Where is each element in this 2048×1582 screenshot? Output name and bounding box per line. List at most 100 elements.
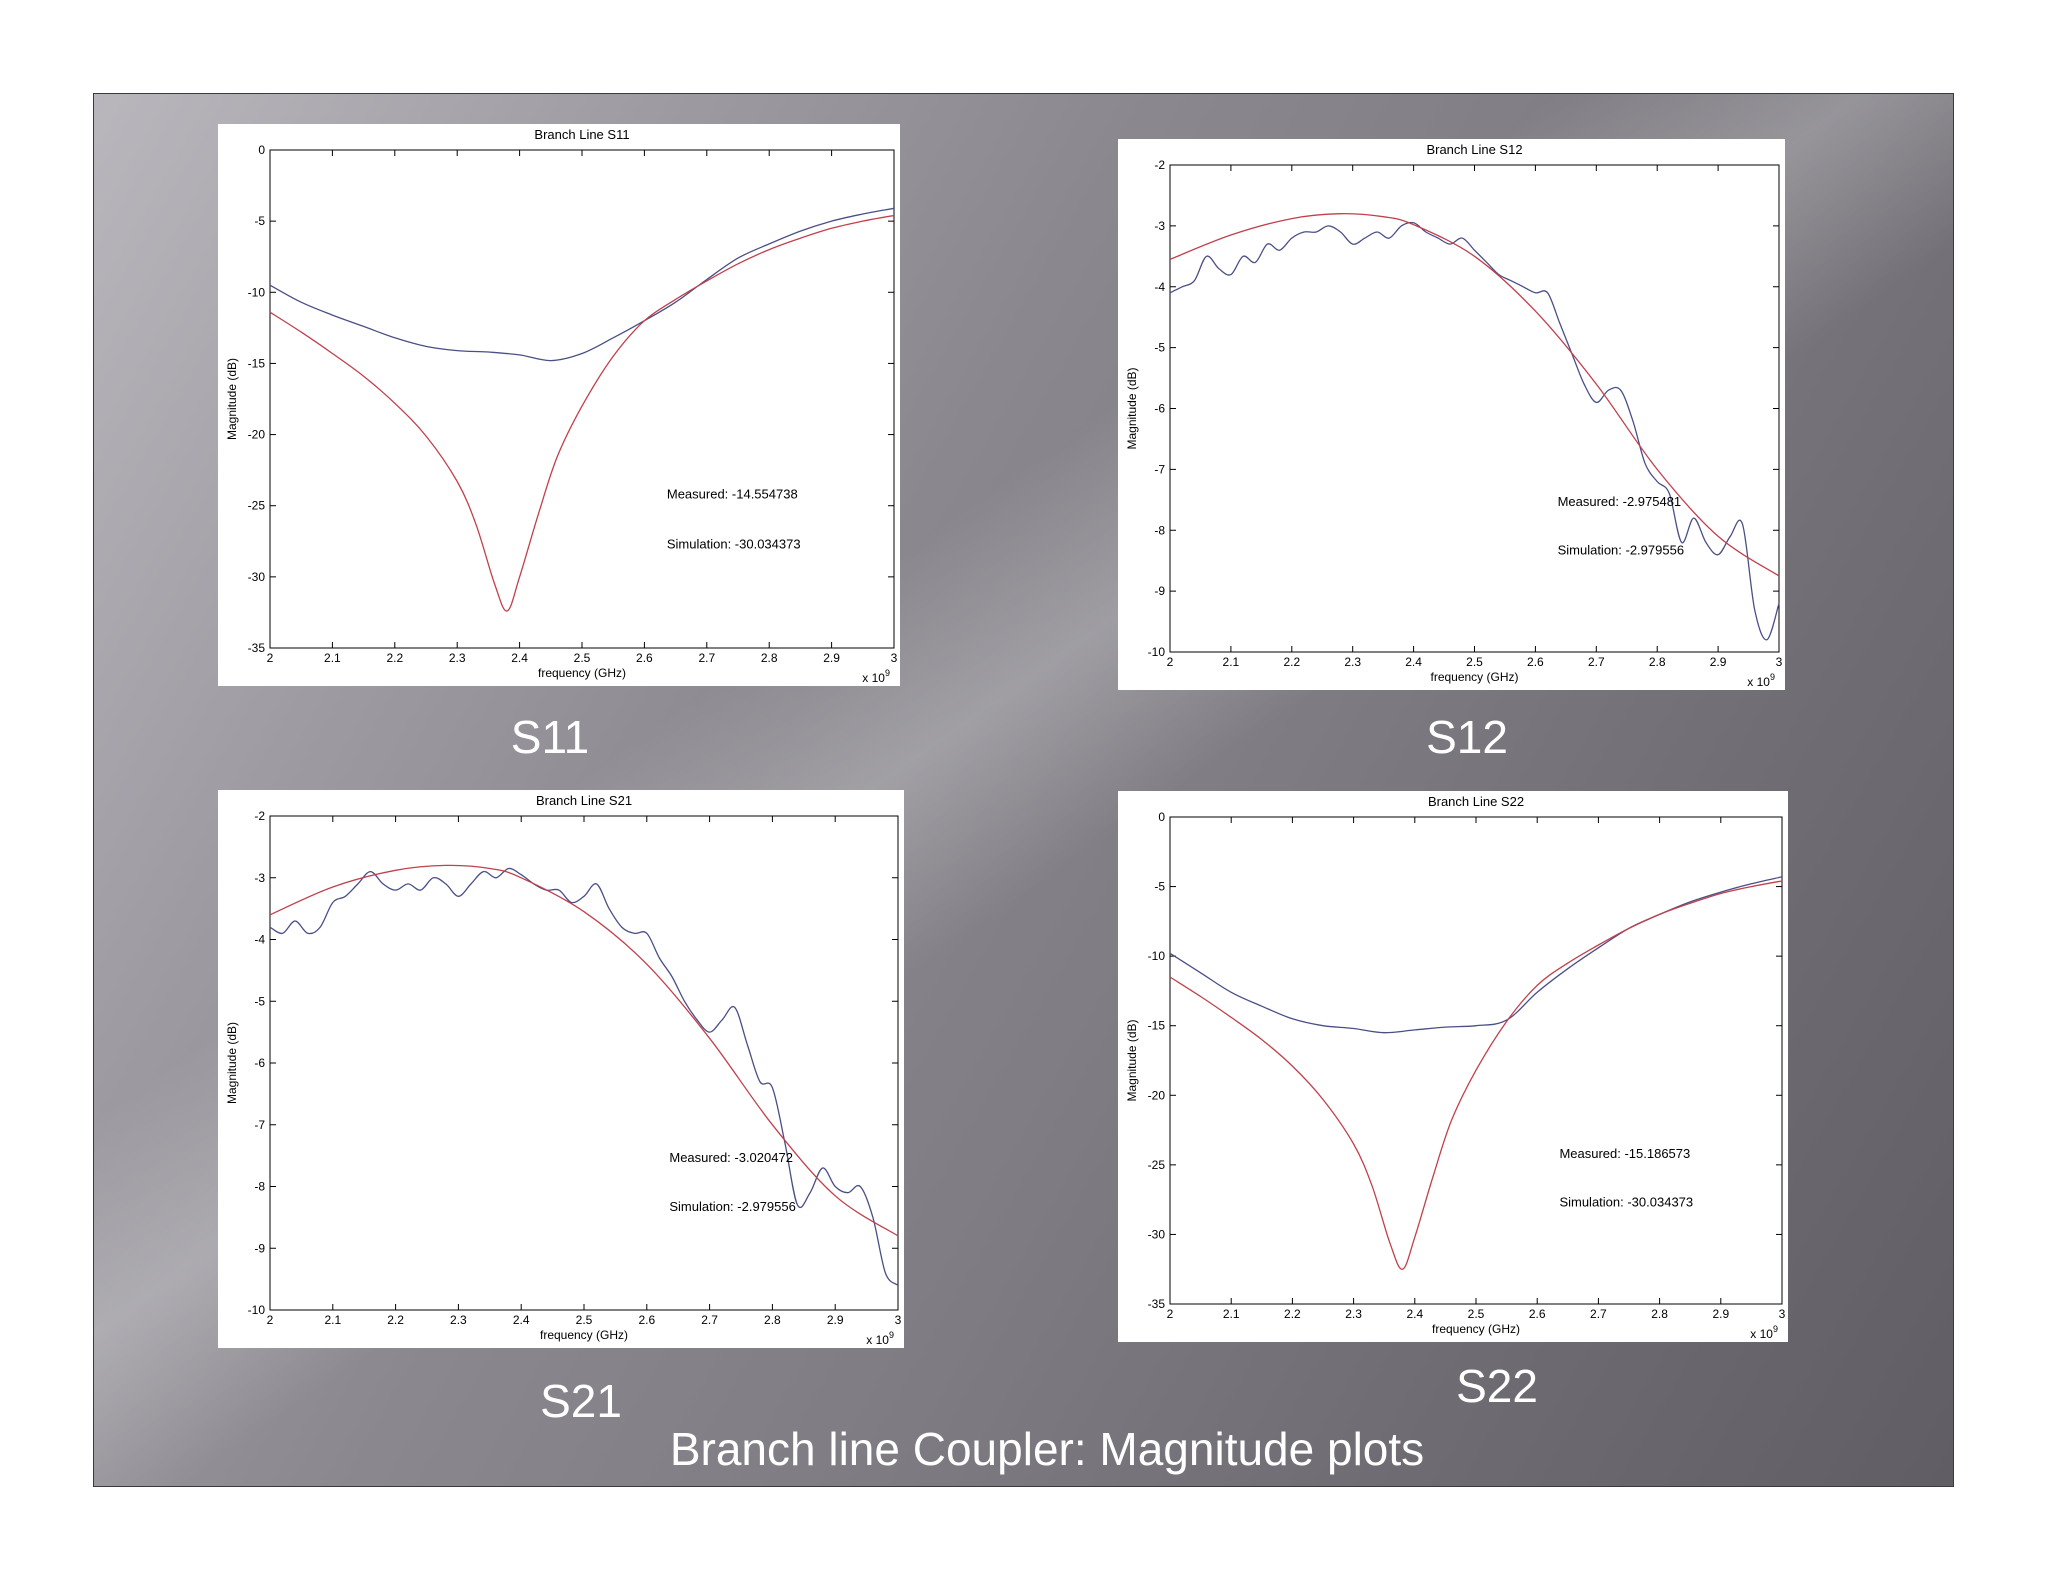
x-axis-label: frequency (GHz) xyxy=(1430,670,1518,684)
x-tick-label: 2.3 xyxy=(1345,1307,1362,1321)
y-tick-label: 0 xyxy=(1158,810,1165,824)
annotation-measured: Measured: -15.186573 xyxy=(1559,1146,1690,1161)
y-tick-label: -30 xyxy=(248,570,266,584)
y-tick-label: -8 xyxy=(254,1180,265,1194)
plot-frame xyxy=(269,815,899,1311)
chart-title-s22: Branch Line S22 xyxy=(1428,794,1524,809)
caption-s12: S12 xyxy=(1426,711,1508,763)
x-tick-label: 2.5 xyxy=(1468,1307,1485,1321)
x-tick-label: 2.3 xyxy=(449,651,466,665)
chart-panel-s22: Branch Line S22 2 2.1 2.2 2.3 2.4 2.5 2.6 2.7 2.8… xyxy=(1118,791,1788,1342)
x-tick-label: 2.6 xyxy=(1527,655,1544,669)
annotation-measured: Measured: -14.554738 xyxy=(667,487,798,502)
chart-s21: Branch Line S21 2 2.1 2.2 2.3 2.4 2.5 2.6 2.7 2.8… xyxy=(225,793,902,1347)
y-tick-label: -4 xyxy=(254,933,265,947)
y-tick-label: -25 xyxy=(1148,1158,1166,1172)
y-tick-label: -20 xyxy=(1148,1088,1166,1102)
caption-s22: S22 xyxy=(1456,1360,1538,1412)
x-tick-label: 2 xyxy=(1167,655,1174,669)
y-tick-label: -5 xyxy=(254,994,265,1008)
x-axis-label: frequency (GHz) xyxy=(540,1328,628,1342)
x-tick-label: 2.7 xyxy=(1590,1307,1607,1321)
x-tick-label: 2.9 xyxy=(1710,655,1727,669)
x-tick-label: 2.8 xyxy=(761,651,778,665)
x-axis-label: frequency (GHz) xyxy=(1432,1322,1520,1336)
x-tick-label: 2.7 xyxy=(698,651,715,665)
x-tick-label: 2.1 xyxy=(1223,655,1240,669)
x-multiplier: x 109 xyxy=(866,1330,894,1347)
x-tick-label: 2.2 xyxy=(387,1313,404,1327)
series-line-simulation xyxy=(269,864,899,1237)
y-tick-label: -5 xyxy=(1154,341,1165,355)
x-tick-label: 2.2 xyxy=(386,651,403,665)
y-tick-label: -30 xyxy=(1148,1227,1166,1241)
x-tick-label: 2.8 xyxy=(764,1313,781,1327)
y-tick-label: -25 xyxy=(248,499,266,513)
annotation-simulation: Simulation: -2.979556 xyxy=(669,1199,795,1214)
chart-panel-s11: Branch Line S11 2 2.1 2.2 2.3 2.4 2.5 2.6 2.7 2.8… xyxy=(218,124,900,686)
x-tick-label: 2.7 xyxy=(1588,655,1605,669)
chart-s11: Branch Line S11 2 2.1 2.2 2.3 2.4 2.5 2.6 2.7 2.8… xyxy=(225,127,898,685)
y-tick-label: -5 xyxy=(254,214,265,228)
y-tick-label: -6 xyxy=(1154,402,1165,416)
series-line-measured xyxy=(269,207,895,362)
x-tick-label: 2.2 xyxy=(1284,1307,1301,1321)
annotation-simulation: Simulation: -30.034373 xyxy=(667,536,801,551)
caption-s21: S21 xyxy=(540,1375,622,1427)
chart-title-s12: Branch Line S12 xyxy=(1426,142,1522,157)
x-tick-label: 2.1 xyxy=(1223,1307,1240,1321)
x-tick-label: 2.9 xyxy=(827,1313,844,1327)
x-tick-label: 2.4 xyxy=(513,1313,530,1327)
x-tick-label: 2 xyxy=(267,1313,274,1327)
y-axis-label: Magnitude (dB) xyxy=(1125,367,1139,449)
chart-panel-s21: Branch Line S21 2 2.1 2.2 2.3 2.4 2.5 2.6 2.7 2.8… xyxy=(218,790,904,1348)
x-tick-label: 2.5 xyxy=(574,651,591,665)
y-tick-label: -20 xyxy=(248,428,266,442)
series-line-measured xyxy=(1169,876,1783,1034)
x-multiplier: x 109 xyxy=(1750,1324,1778,1341)
series-line-simulation xyxy=(1169,880,1783,1270)
x-tick-label: 2.4 xyxy=(1406,1307,1423,1321)
series-line-measured xyxy=(1169,221,1780,641)
y-tick-label: -7 xyxy=(254,1118,265,1132)
chart-s12: Branch Line S12 2 2.1 2.2 2.3 2.4 2.5 2.6 2.7 2.8… xyxy=(1125,142,1783,689)
x-tick-label: 2.5 xyxy=(1466,655,1483,669)
x-tick-label: 2.4 xyxy=(1405,655,1422,669)
x-tick-label: 2.6 xyxy=(1529,1307,1546,1321)
y-tick-label: -5 xyxy=(1154,880,1165,894)
y-axis-label: Magnitude (dB) xyxy=(225,1022,239,1104)
series-line-simulation xyxy=(269,214,895,612)
x-tick-label: 3 xyxy=(1779,1307,1786,1321)
x-tick-label: 3 xyxy=(895,1313,902,1327)
annotation-simulation: Simulation: -30.034373 xyxy=(1559,1195,1693,1210)
y-tick-label: -10 xyxy=(1148,949,1166,963)
x-multiplier: x 109 xyxy=(1747,672,1775,689)
x-tick-label: 2.3 xyxy=(1344,655,1361,669)
x-tick-label: 2.8 xyxy=(1649,655,1666,669)
x-tick-label: 2.4 xyxy=(511,651,528,665)
y-axis-label: Magnitude (dB) xyxy=(1125,1019,1139,1101)
x-tick-label: 2.2 xyxy=(1283,655,1300,669)
x-tick-label: 2.3 xyxy=(450,1313,467,1327)
annotation-simulation: Simulation: -2.979556 xyxy=(1558,543,1684,558)
y-tick-label: -35 xyxy=(1148,1297,1166,1311)
annotation-measured: Measured: -3.020472 xyxy=(669,1150,793,1165)
y-tick-label: -6 xyxy=(254,1056,265,1070)
x-tick-label: 2.9 xyxy=(1712,1307,1729,1321)
y-tick-label: -15 xyxy=(1148,1019,1166,1033)
slide: Branch Line S11 2 2.1 2.2 2.3 2.4 2.5 2.6 2.7 2.8… xyxy=(93,93,1954,1487)
y-tick-label: -2 xyxy=(254,809,265,823)
y-tick-label: -35 xyxy=(248,641,266,655)
chart-panel-s12: Branch Line S12 2 2.1 2.2 2.3 2.4 2.5 2.6 2.7 2.8… xyxy=(1118,139,1785,690)
y-tick-label: -3 xyxy=(1154,219,1165,233)
x-multiplier: x 109 xyxy=(862,668,890,685)
x-tick-label: 2.6 xyxy=(638,1313,655,1327)
y-tick-label: -10 xyxy=(248,285,266,299)
slide-title: Branch line Coupler: Magnitude plots xyxy=(669,1423,1425,1475)
x-tick-label: 2.8 xyxy=(1651,1307,1668,1321)
x-tick-label: 3 xyxy=(1776,655,1783,669)
x-tick-label: 2.1 xyxy=(324,651,341,665)
y-axis-label: Magnitude (dB) xyxy=(225,358,239,440)
caption-s11: S11 xyxy=(510,711,590,763)
x-tick-label: 2.6 xyxy=(636,651,653,665)
